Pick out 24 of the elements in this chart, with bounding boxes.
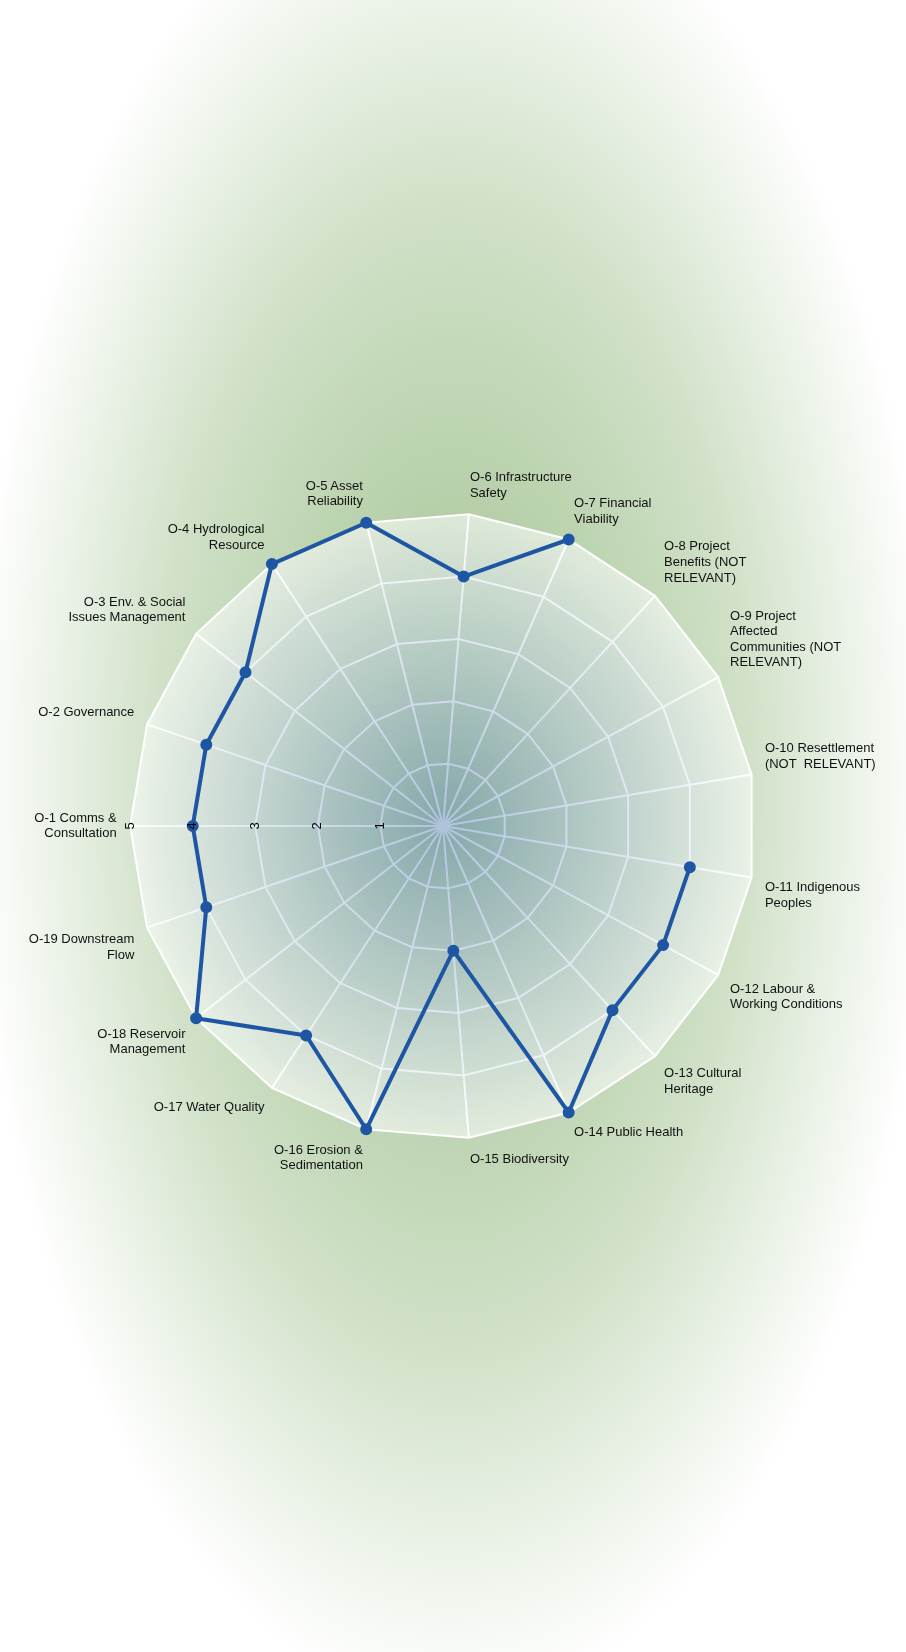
spoke-label: O-12 Labour & Working Conditions — [730, 980, 843, 1012]
spoke-label: O-19 Downstream Flow — [28, 931, 135, 962]
spoke-label: O-13 Cultural Heritage — [664, 1065, 742, 1097]
spoke-label: O-1 Comms & Consultation — [34, 809, 117, 841]
spoke-label: O-7 Financial Viability — [574, 495, 652, 526]
y-tick-label: 1 — [372, 822, 388, 830]
y-tick-label: 5 — [121, 822, 137, 830]
y-tick-label: 2 — [309, 822, 325, 830]
y-tick-label: 3 — [246, 822, 262, 830]
spoke-label: O-18 Reservoir Management — [97, 1025, 187, 1057]
spoke-label: O-9 Project Affected Communities (NOT RELEVANT) — [730, 607, 845, 670]
spoke-label: O-11 Indigenous Peoples — [764, 879, 861, 910]
spoke-label: O-15 Biodiversity — [469, 1150, 570, 1166]
spoke-label: O-17 Water Quality — [153, 1098, 265, 1114]
spoke-label: O-2 Governance — [38, 703, 135, 719]
spoke-label: O-10 Resettlement (NOT RELEVANT) — [764, 740, 876, 772]
spoke-label: O-16 Erosion & Sedimentation — [274, 1141, 364, 1173]
spoke-label: O-14 Public Health — [574, 1124, 684, 1140]
spoke-label: O-8 Project Benefits (NOT RELEVANT) — [664, 538, 750, 585]
y-tick-label: 4 — [184, 822, 200, 830]
spoke-label: O-4 Hydrological Resource — [167, 520, 265, 552]
spoke-label: O-3 Env. & Social Issues Management — [68, 593, 186, 625]
spoke-label: O-5 Asset Reliability — [305, 477, 364, 509]
spoke-label: O-6 Infrastructure Safety — [469, 468, 572, 500]
